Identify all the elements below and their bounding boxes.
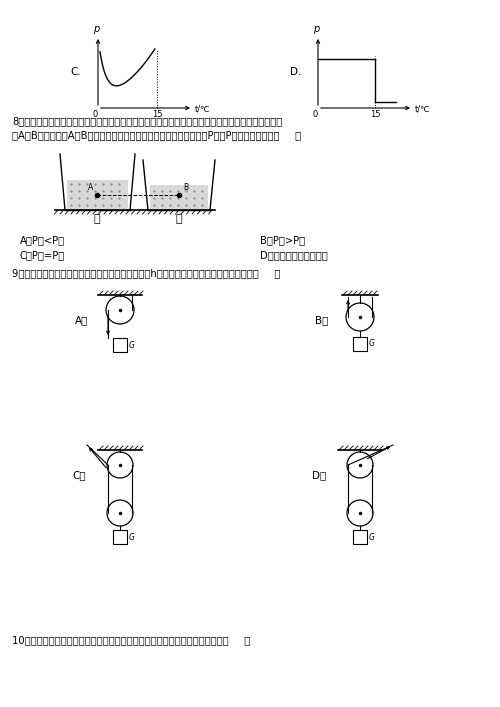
Text: C．P甲=P乙: C．P甲=P乙 <box>20 250 65 260</box>
Text: D.: D. <box>290 67 302 77</box>
Text: 15: 15 <box>370 110 380 119</box>
Text: t/℃: t/℃ <box>415 105 430 114</box>
Text: 0: 0 <box>92 110 98 119</box>
Text: G: G <box>129 532 135 542</box>
Text: 8、如图所示，完全相同的甲、乙两个烧杯内装有密度不同的液体。在两烧杯中，距离杯底同一高度处: 8、如图所示，完全相同的甲、乙两个烧杯内装有密度不同的液体。在两烧杯中，距离杯底… <box>12 116 282 126</box>
Text: B．: B． <box>315 315 328 325</box>
Text: B: B <box>183 183 188 192</box>
Text: G: G <box>129 341 135 349</box>
Text: A．: A． <box>75 315 88 325</box>
Text: 有A、B两点，已知A、B两点的压强相等，则甲、乙烧杯对桌面的压强P甲、P乙的大小关系是（     ）: 有A、B两点，已知A、B两点的压强相等，则甲、乙烧杯对桌面的压强P甲、P乙的大小… <box>12 130 301 140</box>
Text: 甲: 甲 <box>94 214 100 224</box>
Text: G: G <box>369 532 375 542</box>
Text: B．P甲>P乙: B．P甲>P乙 <box>260 235 305 245</box>
Bar <box>353 530 367 544</box>
Bar <box>113 530 127 544</box>
Text: p: p <box>313 24 319 34</box>
Text: A: A <box>88 183 93 192</box>
Bar <box>353 337 367 351</box>
Text: 9、用图所示的滑轮或滑轮组，将同一物体匀速提高h，最省力的是（滑轮重和摩擦不计）（     ）: 9、用图所示的滑轮或滑轮组，将同一物体匀速提高h，最省力的是（滑轮重和摩擦不计）… <box>12 268 280 278</box>
Text: t/℃: t/℃ <box>195 105 210 114</box>
Text: C.: C. <box>70 67 81 77</box>
Text: D．条件不足，无法判断: D．条件不足，无法判断 <box>260 250 328 260</box>
Bar <box>113 338 127 352</box>
Text: C．: C． <box>72 470 86 480</box>
Text: 乙: 乙 <box>176 214 182 224</box>
Text: 0: 0 <box>312 110 318 119</box>
Bar <box>150 185 208 209</box>
Text: G: G <box>369 339 375 349</box>
Bar <box>67 180 128 209</box>
Text: 15: 15 <box>152 110 162 119</box>
Text: D．: D． <box>312 470 326 480</box>
Text: p: p <box>93 24 99 34</box>
Text: A．P甲<P乙: A．P甲<P乙 <box>20 235 65 245</box>
Text: 10、如图是我国奥运健儿参加双人皮划葱竞赛的情景，以下有关说法错误的是（     ）: 10、如图是我国奥运健儿参加双人皮划葱竞赛的情景，以下有关说法错误的是（ ） <box>12 635 250 645</box>
